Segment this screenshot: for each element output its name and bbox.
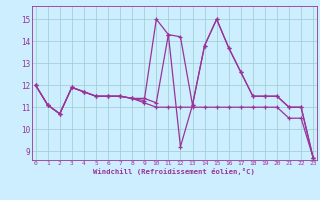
X-axis label: Windchill (Refroidissement éolien,°C): Windchill (Refroidissement éolien,°C) (93, 168, 255, 175)
